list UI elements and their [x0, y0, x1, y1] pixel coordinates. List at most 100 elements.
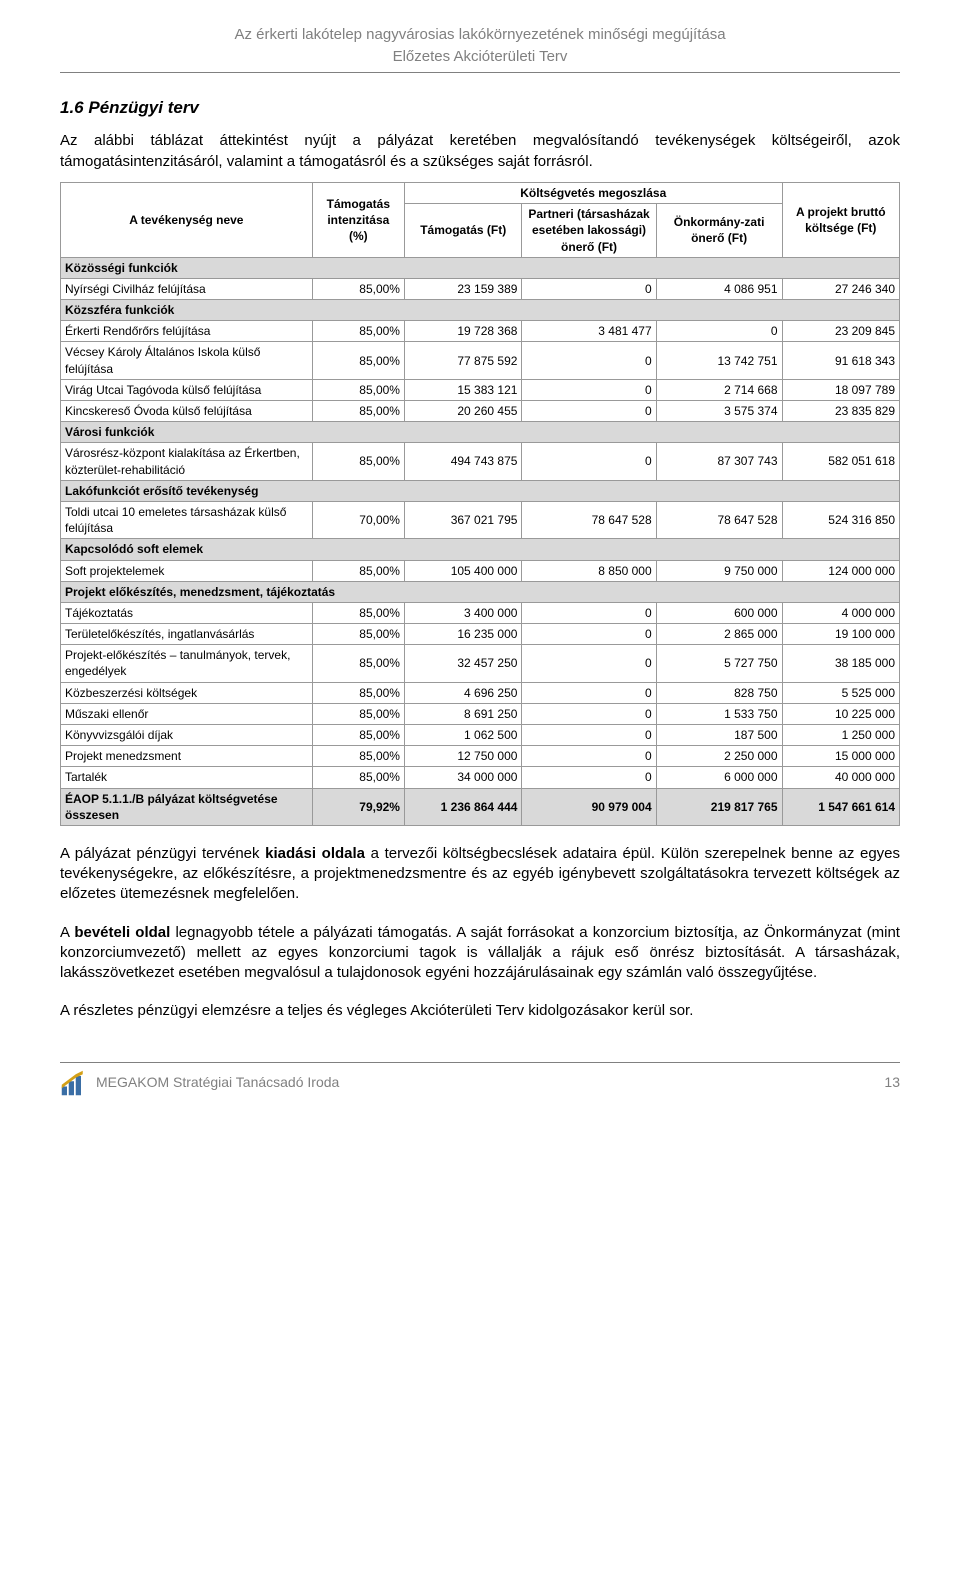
table-row: Soft projektelemek85,00%105 400 0008 850…: [61, 560, 900, 581]
table-row: ÉAOP 5.1.1./B pályázat költségvetése öss…: [61, 788, 900, 825]
cell-value: 18 097 789: [782, 379, 900, 400]
cell-value: 78 647 528: [656, 501, 782, 538]
megakom-logo-icon: [60, 1069, 88, 1097]
col-intensity: Támogatás intenzitása (%): [312, 182, 404, 257]
cell-value: 5 727 750: [656, 645, 782, 682]
cell-value: 3 575 374: [656, 401, 782, 422]
section-label: Kapcsolódó soft elemek: [61, 539, 900, 560]
cell-value: 0: [522, 342, 656, 379]
cell-value: 0: [656, 321, 782, 342]
cell-value: 85,00%: [312, 379, 404, 400]
cell-value: 6 000 000: [656, 767, 782, 788]
table-row: Területelőkészítés, ingatlanvásárlás85,0…: [61, 624, 900, 645]
cell-value: 5 525 000: [782, 682, 900, 703]
cell-value: 15 383 121: [404, 379, 521, 400]
cell-value: 34 000 000: [404, 767, 521, 788]
cell-value: 23 159 389: [404, 278, 521, 299]
section-label: Lakófunkciót erősítő tevékenység: [61, 480, 900, 501]
section-label: Közszféra funkciók: [61, 300, 900, 321]
table-row: Projekt előkészítés, menedzsment, tájéko…: [61, 581, 900, 602]
table-row: Közszféra funkciók: [61, 300, 900, 321]
table-row: Tájékoztatás85,00%3 400 0000600 0004 000…: [61, 602, 900, 623]
cell-value: 0: [522, 725, 656, 746]
cell-value: 0: [522, 767, 656, 788]
table-row: Projekt menedzsment85,00%12 750 00002 25…: [61, 746, 900, 767]
cell-value: 38 185 000: [782, 645, 900, 682]
cell-name: Projekt-előkészítés – tanulmányok, terve…: [61, 645, 313, 682]
cell-value: 13 742 751: [656, 342, 782, 379]
table-row: Közösségi funkciók: [61, 257, 900, 278]
footer-left: MEGAKOM Stratégiai Tanácsadó Iroda: [60, 1069, 339, 1097]
cell-value: 4 086 951: [656, 278, 782, 299]
cell-value: 3 481 477: [522, 321, 656, 342]
cell-value: 0: [522, 682, 656, 703]
cell-value: 19 100 000: [782, 624, 900, 645]
cell-value: 1 236 864 444: [404, 788, 521, 825]
cell-value: 10 225 000: [782, 703, 900, 724]
table-row: Városrész-központ kialakítása az Érkertb…: [61, 443, 900, 480]
cell-value: 524 316 850: [782, 501, 900, 538]
cell-value: 2 250 000: [656, 746, 782, 767]
cell-value: 32 457 250: [404, 645, 521, 682]
cell-value: 828 750: [656, 682, 782, 703]
cell-name: Vécsey Károly Általános Iskola külső fel…: [61, 342, 313, 379]
cell-value: 16 235 000: [404, 624, 521, 645]
cell-value: 494 743 875: [404, 443, 521, 480]
cell-name: Nyírségi Civilház felújítása: [61, 278, 313, 299]
cell-value: 9 750 000: [656, 560, 782, 581]
doc-header-line2: Előzetes Akcióterületi Terv: [60, 47, 900, 72]
cell-value: 0: [522, 746, 656, 767]
table-row: Érkerti Rendőrőrs felújítása85,00%19 728…: [61, 321, 900, 342]
cell-value: 85,00%: [312, 682, 404, 703]
col-activity: A tevékenység neve: [61, 182, 313, 257]
table-row: Városi funkciók: [61, 422, 900, 443]
cell-value: 0: [522, 443, 656, 480]
col-municipal: Önkormány-zati önerő (Ft): [656, 204, 782, 258]
cell-value: 23 209 845: [782, 321, 900, 342]
cell-name: Közbeszerzési költségek: [61, 682, 313, 703]
cost-table: A tevékenység neve Támogatás intenzitása…: [60, 182, 900, 826]
cell-value: 0: [522, 602, 656, 623]
table-row: Virág Utcai Tagóvoda külső felújítása85,…: [61, 379, 900, 400]
cell-value: 85,00%: [312, 342, 404, 379]
cell-value: 0: [522, 703, 656, 724]
cell-name: Tartalék: [61, 767, 313, 788]
cell-value: 3 400 000: [404, 602, 521, 623]
cell-name: Érkerti Rendőrőrs felújítása: [61, 321, 313, 342]
cell-value: 1 250 000: [782, 725, 900, 746]
cell-value: 2 714 668: [656, 379, 782, 400]
cell-name: Virág Utcai Tagóvoda külső felújítása: [61, 379, 313, 400]
cell-value: 79,92%: [312, 788, 404, 825]
intro-paragraph: Az alábbi táblázat áttekintést nyújt a p…: [60, 131, 900, 172]
table-row: Lakófunkciót erősítő tevékenység: [61, 480, 900, 501]
section-label: Közösségi funkciók: [61, 257, 900, 278]
cell-value: 85,00%: [312, 645, 404, 682]
cell-value: 85,00%: [312, 321, 404, 342]
cell-value: 124 000 000: [782, 560, 900, 581]
cell-value: 0: [522, 379, 656, 400]
cell-value: 85,00%: [312, 767, 404, 788]
cell-value: 40 000 000: [782, 767, 900, 788]
cell-value: 105 400 000: [404, 560, 521, 581]
cell-value: 85,00%: [312, 624, 404, 645]
cell-value: 85,00%: [312, 725, 404, 746]
cell-value: 23 835 829: [782, 401, 900, 422]
page-footer: MEGAKOM Stratégiai Tanácsadó Iroda 13: [60, 1062, 900, 1097]
cell-value: 0: [522, 278, 656, 299]
cell-value: 87 307 743: [656, 443, 782, 480]
cell-value: 85,00%: [312, 278, 404, 299]
col-partner: Partneri (társasházak esetében lakossági…: [522, 204, 656, 258]
table-row: Nyírségi Civilház felújítása85,00%23 159…: [61, 278, 900, 299]
cell-value: 582 051 618: [782, 443, 900, 480]
table-row: Projekt-előkészítés – tanulmányok, terve…: [61, 645, 900, 682]
cell-value: 12 750 000: [404, 746, 521, 767]
cell-name: Műszaki ellenőr: [61, 703, 313, 724]
body-paragraph: A pályázat pénzügyi tervének kiadási old…: [60, 844, 900, 905]
table-row: Műszaki ellenőr85,00%8 691 25001 533 750…: [61, 703, 900, 724]
col-support: Támogatás (Ft): [404, 204, 521, 258]
page-container: Az érkerti lakótelep nagyvárosias lakókö…: [0, 0, 960, 1127]
cell-value: 78 647 528: [522, 501, 656, 538]
body-paragraphs: A pályázat pénzügyi tervének kiadási old…: [60, 844, 900, 1022]
body-paragraph: A bevételi oldal legnagyobb tétele a pál…: [60, 923, 900, 984]
cell-value: 85,00%: [312, 560, 404, 581]
